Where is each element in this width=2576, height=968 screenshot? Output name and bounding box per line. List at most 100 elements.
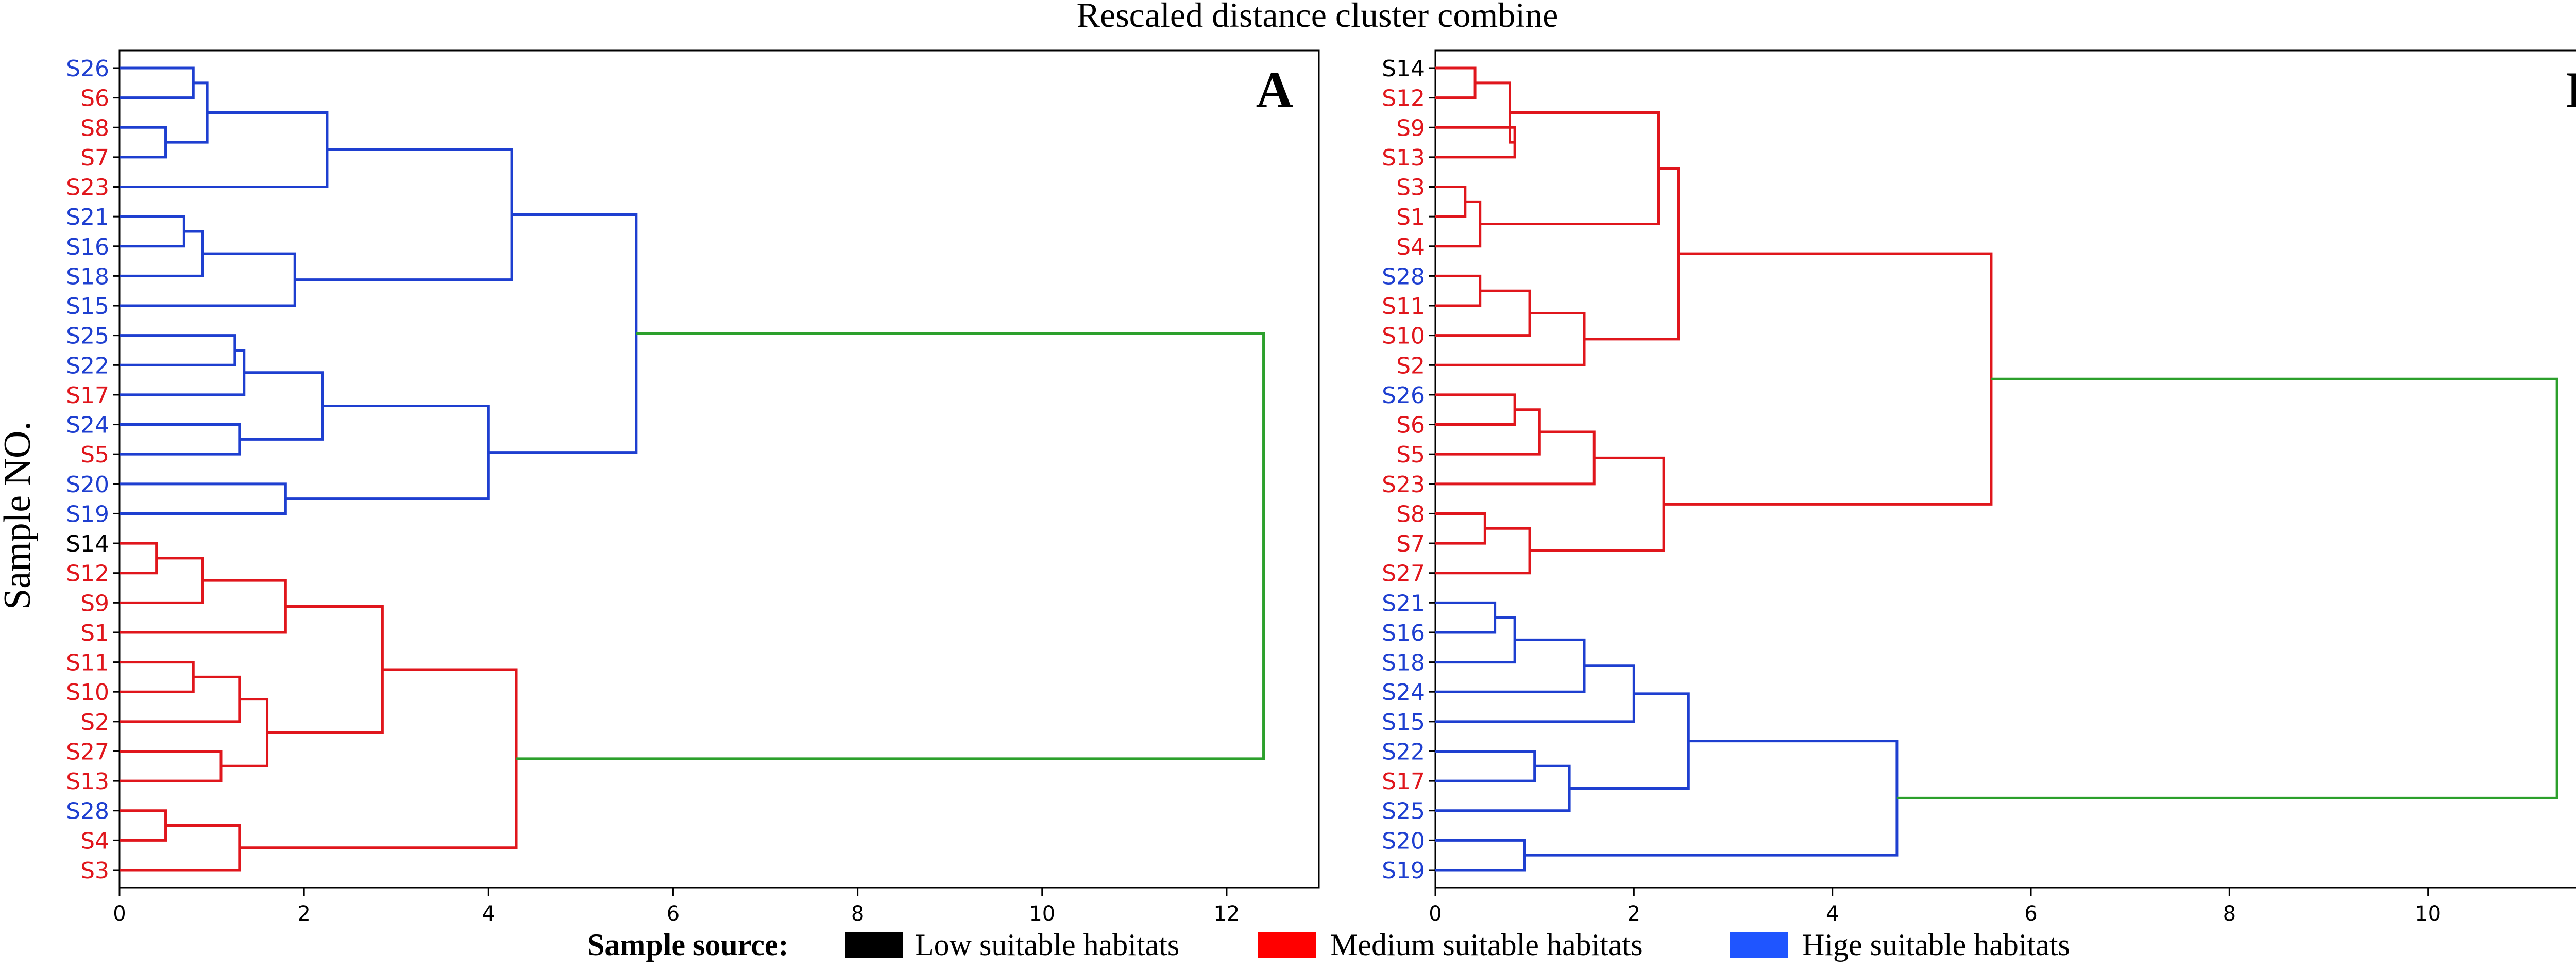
leaf-label: S8: [80, 115, 109, 141]
dendrogram-link: [1435, 126, 1516, 159]
leaf-label: S8: [1396, 501, 1425, 527]
leaf-label: S2: [80, 709, 109, 736]
leaf-label: S15: [66, 293, 109, 320]
legend-label-low: Low suitable habitats: [915, 928, 1179, 962]
leaf-label: S9: [80, 590, 109, 616]
leaf-label: S20: [66, 472, 109, 498]
leaf-label: S27: [1382, 561, 1425, 587]
leaf-label: S28: [1382, 263, 1425, 290]
x-tick-label: 6: [2024, 902, 2037, 926]
leaf-label: S5: [1396, 442, 1425, 468]
dendrogram-link: [120, 661, 195, 693]
leaf-label: S7: [1396, 531, 1425, 557]
dendrogram-link: [1896, 377, 2558, 799]
leaf-label: S22: [66, 353, 109, 379]
dendrogram-link: [1435, 749, 1536, 782]
dendrogram-link: [1475, 81, 1515, 144]
leaf-label: S10: [66, 679, 109, 706]
leaf-label: S6: [80, 86, 109, 112]
dendrogram-link: [120, 126, 167, 159]
dendrogram-link: [285, 405, 490, 500]
x-tick-label: 2: [1628, 902, 1640, 926]
plot-frame-b: [1434, 49, 2576, 889]
dendrogram-link: [120, 482, 287, 515]
dendrogram-link: [1435, 274, 1482, 307]
leaf-label: S17: [1382, 769, 1425, 795]
leaf-label: S21: [66, 204, 109, 230]
leaf-label: S12: [1382, 86, 1425, 112]
x-tick-label: 12: [1213, 902, 1240, 926]
dendrogram-link: [120, 809, 167, 842]
x-tick-label: 0: [113, 902, 126, 926]
dendrogram-link: [120, 542, 158, 575]
x-tick-label: 8: [851, 902, 864, 926]
x-tick-label: 4: [1826, 902, 1839, 926]
leaf-label: S16: [66, 234, 109, 260]
dendrogram-link: [120, 675, 241, 723]
legend-title: Sample source:: [587, 928, 789, 962]
leaf-label: S24: [1382, 679, 1425, 706]
dendrogram-link: [1435, 66, 1477, 99]
leaf-label: S20: [1382, 828, 1425, 854]
leaf-label: S22: [1382, 739, 1425, 765]
dendrogram-link: [120, 749, 223, 782]
legend-label-high: Hige suitable habitats: [1802, 928, 2070, 962]
dendrogram-link: [120, 230, 204, 277]
leaf-label: S19: [1382, 858, 1425, 884]
leaf-label: S19: [66, 501, 109, 527]
panel-b: B 0 2 4 6 8 10 S14 S12 S9 S13 S3 S1 S4 S28 S11 S10 S2 S26 S…: [1382, 49, 2576, 926]
leaf-label: S1: [1396, 204, 1425, 230]
leaf-label: S23: [66, 175, 109, 201]
dendrogram-link: [1524, 740, 1899, 857]
leaf-label: S25: [66, 323, 109, 349]
leaf-label: S13: [1382, 145, 1425, 171]
leaf-label: S17: [66, 382, 109, 409]
plot-frame-a: [118, 49, 1320, 889]
legend: Sample source: Low suitable habitats Med…: [587, 928, 2070, 962]
leaf-label: S26: [1382, 382, 1425, 409]
dendrogram-link: [239, 371, 324, 441]
dendrogram-link: [1584, 167, 1680, 341]
panel-label-b: B: [2566, 61, 2576, 119]
dendrogram-link: [120, 334, 236, 366]
dendrogram-link: [1435, 527, 1531, 575]
figure-title: Rescaled distance cluster combine: [1077, 0, 1558, 35]
leaf-label: S11: [1382, 293, 1425, 320]
dendrogram-link: [239, 668, 518, 849]
legend-swatch-high: [1730, 932, 1788, 958]
x-tick-label: 6: [667, 902, 680, 926]
dendrogram-link: [120, 348, 246, 396]
leaf-label: S16: [1382, 620, 1425, 646]
dendrogram-link: [120, 423, 241, 456]
leaf-label: S18: [1382, 650, 1425, 676]
leaf-label: S3: [80, 858, 109, 884]
dendrogram-link: [1435, 601, 1497, 634]
x-tick-label: 10: [2415, 902, 2441, 926]
leaf-label: S13: [66, 769, 109, 795]
leaf-label: S27: [66, 739, 109, 765]
dendrogram-link: [1435, 311, 1586, 366]
dendrogram-link: [120, 66, 195, 99]
leaf-label: S6: [1396, 412, 1425, 439]
leaf-label: S21: [1382, 590, 1425, 616]
dendrogram-link: [1435, 839, 1526, 872]
leaf-label: S18: [66, 263, 109, 290]
leaf-label: S7: [80, 145, 109, 171]
dendrogram-link: [267, 605, 384, 734]
dendrogram-link: [120, 579, 287, 634]
dendrogram-link: [1435, 664, 1635, 723]
dendrogram-link: [1435, 430, 1596, 486]
dendrogram-link: [165, 81, 209, 144]
x-tick-label: 8: [2223, 902, 2236, 926]
dendrogram-link: [488, 213, 638, 454]
dendrogram-link: [120, 111, 329, 189]
x-tick-label: 2: [297, 902, 310, 926]
leaf-label: S28: [66, 798, 109, 825]
leaf-label: S9: [1396, 115, 1425, 141]
dendrogram-link: [1435, 393, 1516, 426]
leaf-label: S14: [1382, 56, 1425, 82]
dendrogram-link: [1435, 638, 1586, 693]
leaf-label: S15: [1382, 709, 1425, 736]
leaf-label: S4: [80, 828, 109, 854]
